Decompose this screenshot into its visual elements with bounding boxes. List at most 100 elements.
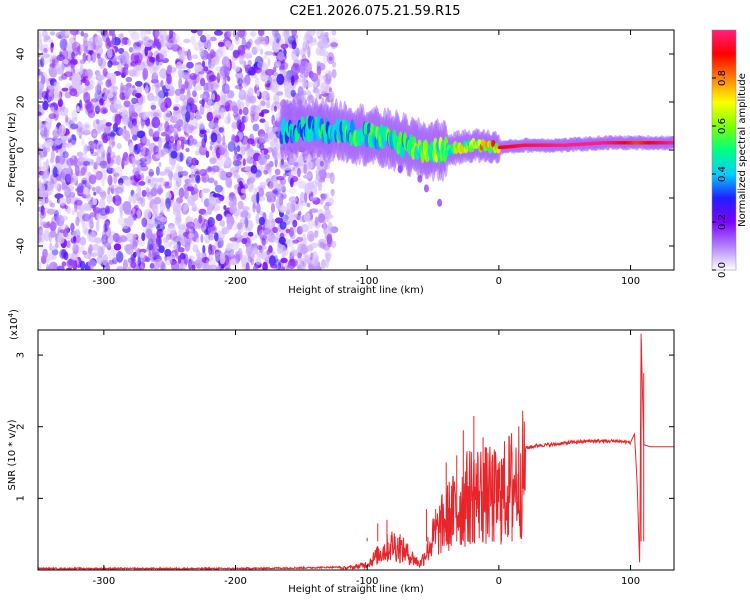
noise-cell: [206, 111, 214, 122]
noise-cell: [224, 40, 232, 48]
noise-cell: [67, 45, 72, 55]
noise-cell: [257, 185, 266, 191]
noise-cell: [241, 115, 246, 123]
snr-y-axis-label: SNR (10 * v/v): [7, 419, 18, 490]
noise-cell: [266, 161, 272, 173]
noise-cell: [113, 175, 118, 184]
noise-cell: [302, 233, 307, 244]
spectrogram-cells: [38, 30, 674, 270]
noise-cell: [185, 147, 190, 153]
noise-cell: [267, 57, 271, 67]
noise-cell: [88, 216, 94, 224]
noise-cell: [297, 78, 304, 83]
noise-cell: [314, 230, 319, 238]
noise-cell: [148, 50, 152, 57]
noise-cell: [192, 90, 197, 98]
noise-cell: [65, 114, 69, 123]
noise-cell: [49, 87, 54, 97]
noise-cell: [324, 252, 330, 259]
noise-cell: [232, 135, 237, 142]
noise-cell: [317, 238, 327, 249]
y-tick-label: 20: [16, 96, 27, 109]
noise-cell: [131, 156, 136, 168]
noise-cell: [38, 31, 42, 42]
noise-cell: [86, 192, 92, 202]
noise-cell: [98, 75, 106, 81]
noise-cell: [225, 213, 231, 220]
noise-cell: [325, 192, 330, 202]
noise-cell: [88, 174, 97, 185]
noise-cell: [159, 68, 168, 79]
y-tick-label: 1: [16, 495, 27, 501]
noise-cell: [38, 142, 41, 148]
noise-cell: [264, 120, 270, 133]
noise-cell: [267, 180, 274, 190]
noise-cell: [283, 173, 287, 178]
noise-cell: [116, 250, 124, 263]
y-tick-label: 0: [16, 147, 27, 153]
noise-cell: [330, 42, 339, 48]
noise-cell: [191, 264, 196, 270]
figure-title: C2E1.2026.075.21.59.R15: [289, 4, 460, 19]
noise-cell: [38, 206, 46, 213]
noise-cell: [207, 177, 215, 184]
noise-cell: [289, 178, 294, 188]
noise-cell: [190, 118, 198, 126]
noise-cell: [255, 42, 261, 52]
noise-cell: [271, 114, 276, 126]
noise-cell: [70, 178, 77, 186]
noise-cell: [139, 264, 144, 270]
noise-cell: [56, 54, 65, 61]
signal-fragment: [423, 184, 429, 193]
noise-cell: [107, 88, 114, 94]
noise-cell: [66, 258, 76, 269]
noise-cell: [277, 51, 285, 61]
noise-cell: [194, 150, 201, 156]
noise-cell: [216, 196, 222, 204]
noise-cell: [263, 169, 269, 175]
noise-cell: [177, 224, 186, 230]
noise-cell: [259, 133, 269, 143]
noise-cell: [111, 85, 119, 91]
noise-cell: [205, 82, 214, 92]
noise-cell: [219, 170, 228, 181]
noise-cell: [199, 48, 204, 58]
noise-cell: [195, 257, 204, 268]
noise-cell: [199, 168, 207, 177]
noise-cell: [214, 180, 218, 186]
noise-cell: [94, 50, 102, 55]
noise-cell: [198, 144, 208, 156]
noise-cell: [308, 258, 316, 265]
colorbar-tick-label: 0.6: [717, 118, 728, 134]
noise-cell: [255, 257, 261, 266]
noise-cell: [255, 213, 260, 225]
noise-cell: [213, 110, 222, 116]
noise-cell: [212, 110, 219, 119]
noise-cell: [169, 30, 174, 39]
noise-cell: [212, 93, 215, 101]
noise-cell: [206, 53, 213, 60]
noise-cell: [329, 172, 335, 184]
noise-cell: [318, 35, 327, 47]
noise-cell: [298, 201, 308, 206]
noise-cell: [134, 144, 138, 151]
noise-cell: [140, 196, 146, 207]
noise-cell: [163, 236, 169, 243]
noise-cell: [267, 225, 274, 237]
noise-cell: [137, 256, 142, 267]
noise-cell: [48, 77, 54, 82]
noise-cell: [71, 210, 75, 215]
noise-cell: [282, 164, 292, 171]
noise-cell: [184, 132, 189, 137]
noise-cell: [60, 30, 66, 38]
noise-cell: [258, 112, 264, 117]
noise-cell: [272, 42, 280, 53]
noise-cell: [99, 160, 108, 169]
noise-cell: [240, 188, 247, 194]
noise-cell: [134, 204, 139, 210]
noise-cell: [195, 64, 203, 72]
noise-cell: [160, 150, 166, 158]
noise-cell: [175, 120, 183, 126]
noise-cell: [106, 152, 111, 165]
noise-cell: [217, 171, 222, 177]
